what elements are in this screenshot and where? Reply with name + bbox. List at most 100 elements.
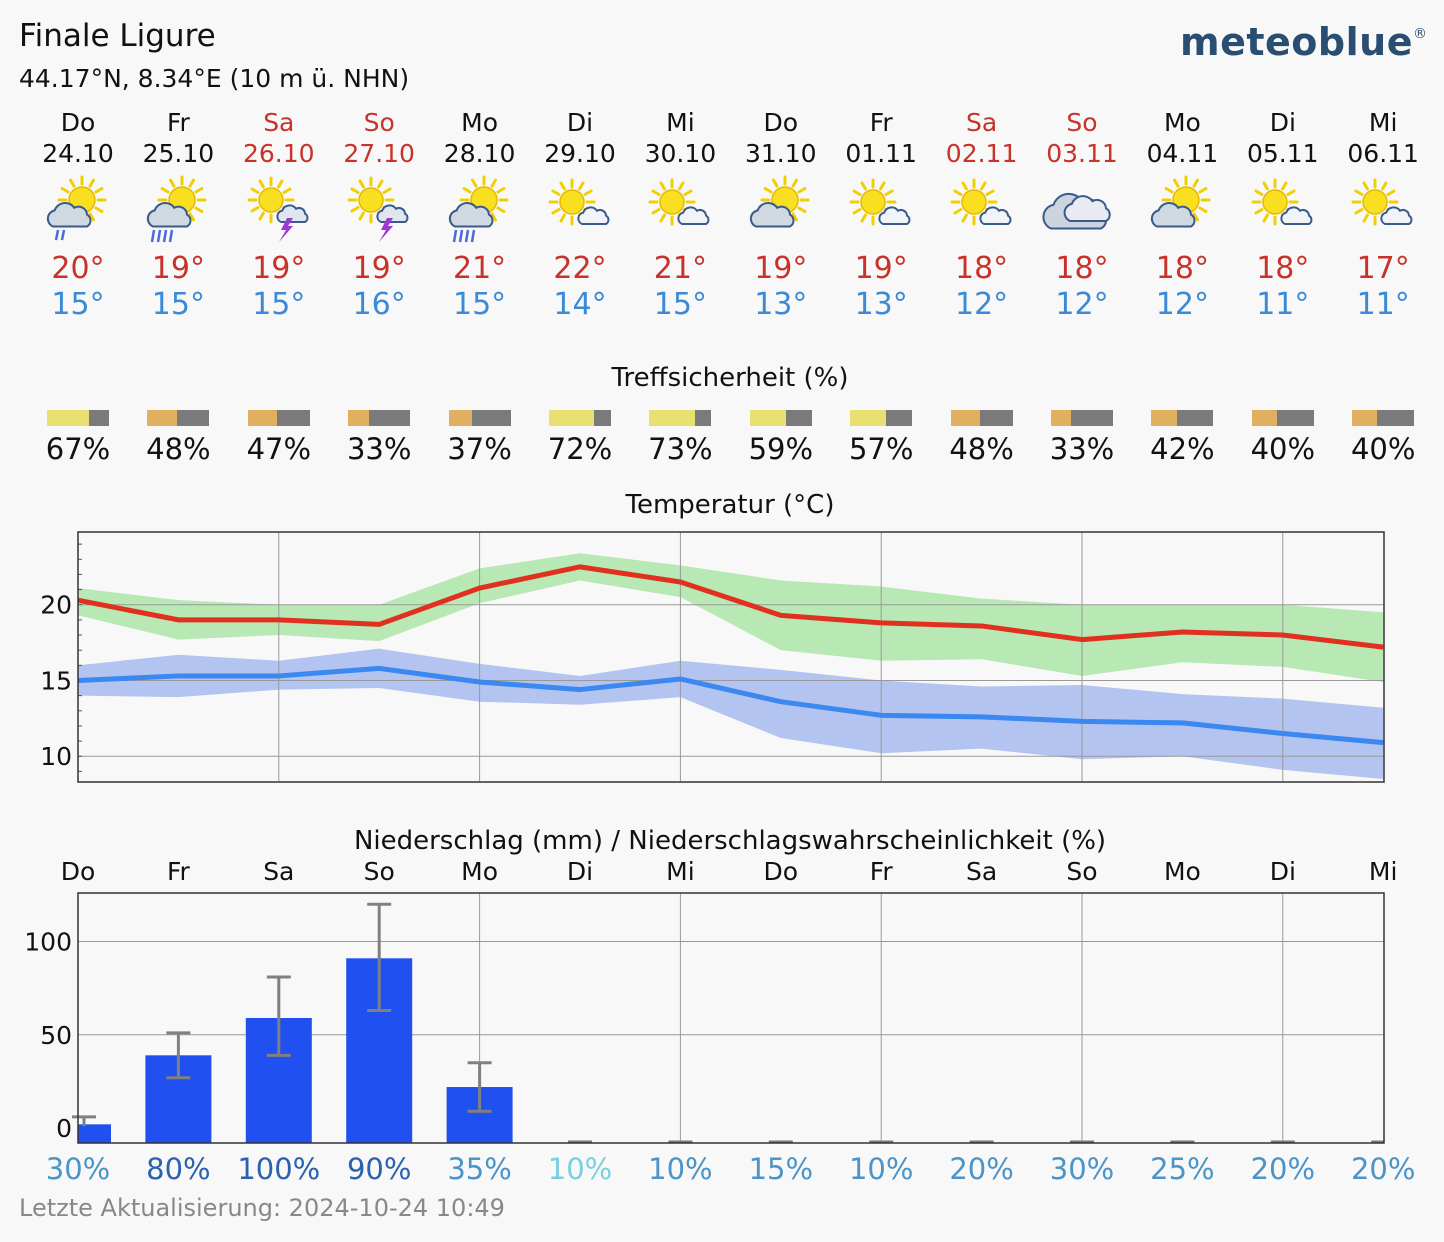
max-temperature-band (78, 553, 1384, 682)
min-temperature: 13° (754, 287, 808, 322)
precipitation-probability: 20% (1250, 1152, 1316, 1186)
day-name: Di (566, 108, 594, 137)
day-name: So (1066, 108, 1098, 137)
day-name: Di (1269, 108, 1296, 137)
location-title: Finale Ligure (19, 18, 216, 54)
x-tick-label: Di (566, 857, 594, 886)
precipitation-probability: 15% (748, 1152, 814, 1186)
max-temperature: 18° (1256, 251, 1310, 286)
sun-small-cloud-icon (950, 178, 1012, 226)
x-tick-label: So (1066, 857, 1098, 886)
max-temperature: 18° (1155, 251, 1209, 286)
x-tick-label: Do (763, 857, 799, 886)
predictability-fill (950, 410, 981, 426)
predictability-fill (749, 410, 787, 426)
predictability-fill (247, 410, 277, 426)
day-name: Fr (869, 108, 893, 137)
sun-cloud-heavy-rain-icon (448, 175, 509, 243)
min-temperature: 12° (1055, 287, 1109, 322)
day-name: Do (60, 108, 96, 137)
predictability-bar (1251, 410, 1314, 426)
sun-thunderstorm-icon (347, 176, 409, 242)
day-date: 27.10 (343, 139, 415, 168)
predictability-value: 72% (547, 432, 613, 466)
day-name: Mi (666, 108, 695, 137)
predictability-fill (1352, 410, 1377, 426)
location-coordinates: 44.17°N, 8.34°E (10 m ü. NHN) (19, 64, 410, 93)
x-tick-label: Di (1269, 857, 1296, 886)
predictability-value: 48% (949, 432, 1014, 466)
predictability-fill (1151, 410, 1178, 426)
predictability-title: Treffsicherheit (%) (611, 363, 849, 393)
day-date: 01.11 (845, 139, 917, 168)
max-temperature: 19° (854, 251, 908, 286)
x-tick-label: So (363, 857, 395, 886)
temperature-chart-title: Temperatur (°C) (625, 490, 835, 520)
sun-cloud-rain-icon (46, 175, 107, 241)
predictability-bar (448, 410, 511, 426)
predictability-bar (549, 410, 611, 426)
predictability-value: 67% (45, 432, 111, 466)
min-temperature: 15° (653, 287, 707, 322)
precipitation-probability: 80% (146, 1152, 211, 1186)
precipitation-probability: 10% (648, 1152, 713, 1186)
min-temperature: 14° (553, 287, 607, 322)
predictability-bar (1051, 410, 1113, 426)
day-name: Do (763, 108, 799, 137)
predictability-fill (1251, 410, 1277, 426)
predictability-fill (47, 410, 89, 426)
predictability-value: 37% (447, 432, 512, 466)
precipitation-probability: 30% (45, 1152, 111, 1186)
day-name: Sa (263, 108, 295, 137)
min-temperature-line (77, 665, 1384, 746)
sun-behind-cloud-icon (1151, 175, 1211, 228)
meteoblue-logo[interactable]: meteoblue® (1180, 20, 1428, 64)
predictability-fill (448, 410, 472, 426)
precipitation-probability: 10% (547, 1152, 613, 1186)
precipitation-probability: 100% (237, 1152, 321, 1186)
min-temperature: 12° (1155, 287, 1209, 322)
precipitation-probability: 90% (346, 1152, 412, 1186)
day-date: 25.10 (142, 139, 215, 168)
day-name: So (363, 108, 395, 137)
max-temperature: 19° (151, 251, 205, 286)
min-temperature: 12° (955, 287, 1009, 322)
max-temperature: 20° (51, 251, 105, 286)
day-date: 28.10 (443, 139, 516, 168)
predictability-fill (850, 410, 886, 426)
predictability-value: 40% (1250, 432, 1316, 466)
day-name: Sa (965, 108, 998, 137)
min-temperature: 15° (51, 287, 105, 322)
precipitation-chart: 0 50 100 (24, 892, 1385, 1144)
precipitation-chart-title: Niederschlag (mm) / Niederschlagswahrsch… (353, 826, 1107, 856)
predictability-value: 40% (1350, 432, 1416, 466)
precipitation-probability: 25% (1150, 1152, 1215, 1186)
max-temperature: 18° (1055, 251, 1109, 286)
predictability-value: 48% (146, 432, 211, 466)
x-tick-label: Mi (1368, 857, 1398, 886)
precipitation-probability: 10% (848, 1152, 914, 1186)
min-temperature: 15° (151, 287, 205, 322)
sun-behind-cloud-icon (749, 175, 810, 228)
predictability-fill (348, 410, 369, 426)
predictability-fill (1051, 410, 1072, 426)
max-temperature-line (77, 564, 1384, 650)
predictability-fill (649, 410, 695, 426)
day-date: 24.10 (42, 139, 114, 168)
day-date: 29.10 (544, 139, 616, 168)
y-tick-label: 100 (24, 928, 72, 957)
min-temperature: 16° (352, 287, 406, 322)
predictability-value: 59% (748, 432, 814, 466)
chart-frame (77, 892, 1385, 1144)
sun-small-cloud-icon (548, 178, 610, 226)
y-tick-label: 15 (40, 666, 72, 695)
day-date: 06.11 (1347, 139, 1419, 168)
precipitation-probability: 30% (1049, 1152, 1115, 1186)
overcast-cloud-icon (1042, 192, 1111, 230)
chart-frame (77, 531, 1385, 783)
predictability-value: 73% (648, 432, 713, 466)
precipitation-bar (78, 1124, 111, 1143)
predictability-bar (1352, 410, 1415, 426)
max-temperature: 17° (1356, 251, 1410, 286)
min-temperature: 11° (1356, 287, 1410, 322)
